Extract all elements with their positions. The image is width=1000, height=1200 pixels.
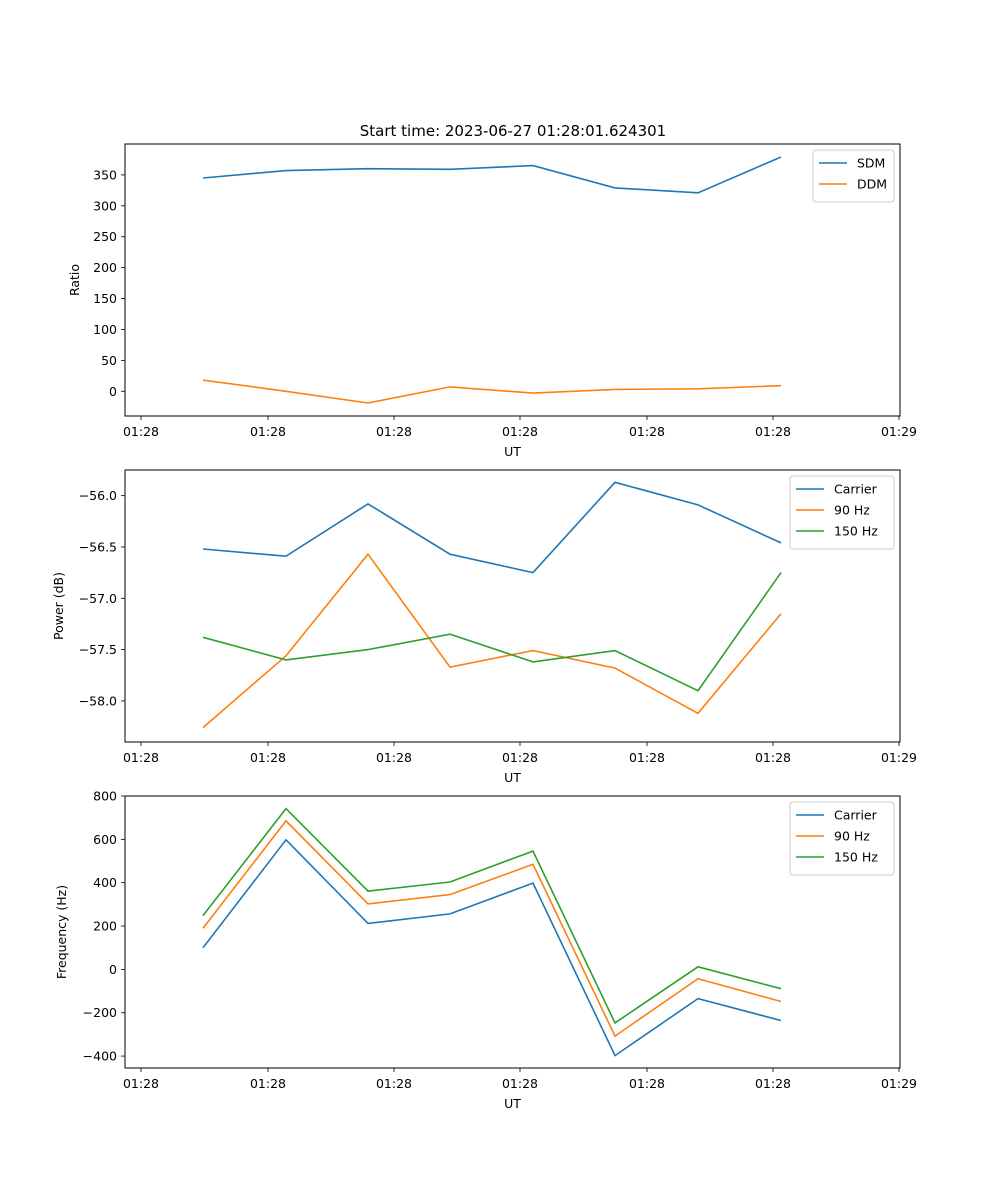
plots: 01:28 01:28 01:28 01:28 01:28 01:28 01:29 UT 0 50… bbox=[51, 143, 917, 1112]
legend: Carrier 90 Hz 150 Hz bbox=[789, 801, 895, 876]
legend: SDM DDM bbox=[812, 149, 895, 203]
series-line-90-hz bbox=[202, 552, 782, 729]
y-tick-label: 0 bbox=[109, 962, 117, 977]
x-tick-label: 01:28 bbox=[755, 424, 791, 439]
x-tick-label: 01:29 bbox=[881, 750, 917, 765]
x-tick-label: 01:28 bbox=[250, 750, 286, 765]
y-tick-label: 200 bbox=[93, 260, 117, 275]
legend-label: SDM bbox=[857, 156, 885, 171]
series-line-90-hz bbox=[202, 819, 782, 1038]
y-tick-label: 400 bbox=[93, 875, 117, 890]
y-tick-label: 350 bbox=[93, 167, 117, 182]
legend-label: 150 Hz bbox=[834, 850, 878, 865]
y-tick-label: −56.5 bbox=[79, 539, 117, 554]
x-tick-label: 01:28 bbox=[376, 750, 412, 765]
x-tick-label: 01:28 bbox=[755, 1076, 791, 1091]
x-tick-label: 01:28 bbox=[123, 1076, 159, 1091]
x-axis-label: UT bbox=[504, 444, 521, 459]
x-tick-label: 01:28 bbox=[502, 750, 538, 765]
y-tick-label: 200 bbox=[93, 919, 117, 934]
x-tick-label: 01:28 bbox=[629, 750, 665, 765]
x-tick-label: 01:28 bbox=[123, 424, 159, 439]
x-tick-label: 01:29 bbox=[881, 424, 917, 439]
x-tick-label: 01:28 bbox=[376, 424, 412, 439]
y-tick-label: 600 bbox=[93, 832, 117, 847]
chart-title: Start time: 2023-06-27 01:28:01.624301 bbox=[360, 122, 666, 140]
series-line-ddm bbox=[202, 379, 782, 404]
legend-label: 150 Hz bbox=[834, 524, 878, 539]
y-tick-label: −57.0 bbox=[79, 591, 117, 606]
y-axis-label: Power (dB) bbox=[51, 572, 66, 640]
y-tick-label: −57.5 bbox=[79, 642, 117, 657]
y-tick-label: 150 bbox=[93, 291, 117, 306]
x-tick-label: 01:28 bbox=[502, 424, 538, 439]
axes-frame bbox=[124, 795, 901, 1069]
series-line-sdm bbox=[202, 156, 782, 194]
y-axis-label: Ratio bbox=[67, 264, 82, 296]
series-line-carrier bbox=[202, 481, 782, 574]
series-line-carrier bbox=[202, 838, 782, 1057]
series-line-150-hz bbox=[202, 807, 782, 1025]
x-axis-label: UT bbox=[504, 770, 521, 785]
y-tick-label: −56.0 bbox=[79, 488, 117, 503]
y-tick-label: 800 bbox=[93, 789, 117, 804]
y-tick-label: −400 bbox=[83, 1049, 117, 1064]
y-tick-label: −200 bbox=[83, 1005, 117, 1020]
plot-panel-3: 01:28 01:28 01:28 01:28 01:28 01:28 01:29 UT −40… bbox=[54, 789, 917, 1112]
x-tick-label: 01:28 bbox=[250, 1076, 286, 1091]
x-tick-label: 01:29 bbox=[881, 1076, 917, 1091]
x-tick-label: 01:28 bbox=[376, 1076, 412, 1091]
x-tick-label: 01:28 bbox=[629, 424, 665, 439]
plot-panel-2: 01:28 01:28 01:28 01:28 01:28 01:28 01:29 UT −58… bbox=[51, 469, 917, 785]
plot-panel-1: 01:28 01:28 01:28 01:28 01:28 01:28 01:29 UT 0 50… bbox=[67, 143, 917, 459]
y-axis-label: Frequency (Hz) bbox=[54, 885, 69, 979]
legend-label: 90 Hz bbox=[834, 503, 870, 518]
series-line-150-hz bbox=[202, 572, 782, 692]
legend: Carrier 90 Hz 150 Hz bbox=[789, 475, 895, 550]
axes-frame bbox=[124, 469, 901, 743]
x-tick-label: 01:28 bbox=[755, 750, 791, 765]
legend-label: Carrier bbox=[834, 482, 878, 497]
y-tick-label: 50 bbox=[101, 353, 117, 368]
y-tick-label: 0 bbox=[109, 384, 117, 399]
legend-label: 90 Hz bbox=[834, 829, 870, 844]
y-tick-label: 300 bbox=[93, 198, 117, 213]
y-tick-label: −58.0 bbox=[79, 693, 117, 708]
axes-frame bbox=[124, 143, 901, 417]
x-tick-label: 01:28 bbox=[123, 750, 159, 765]
x-tick-label: 01:28 bbox=[502, 1076, 538, 1091]
x-axis-label: UT bbox=[504, 1096, 521, 1111]
x-tick-label: 01:28 bbox=[250, 424, 286, 439]
x-tick-label: 01:28 bbox=[629, 1076, 665, 1091]
legend-label: Carrier bbox=[834, 808, 878, 823]
y-tick-label: 100 bbox=[93, 322, 117, 337]
y-tick-label: 250 bbox=[93, 229, 117, 244]
legend-label: DDM bbox=[857, 177, 887, 192]
